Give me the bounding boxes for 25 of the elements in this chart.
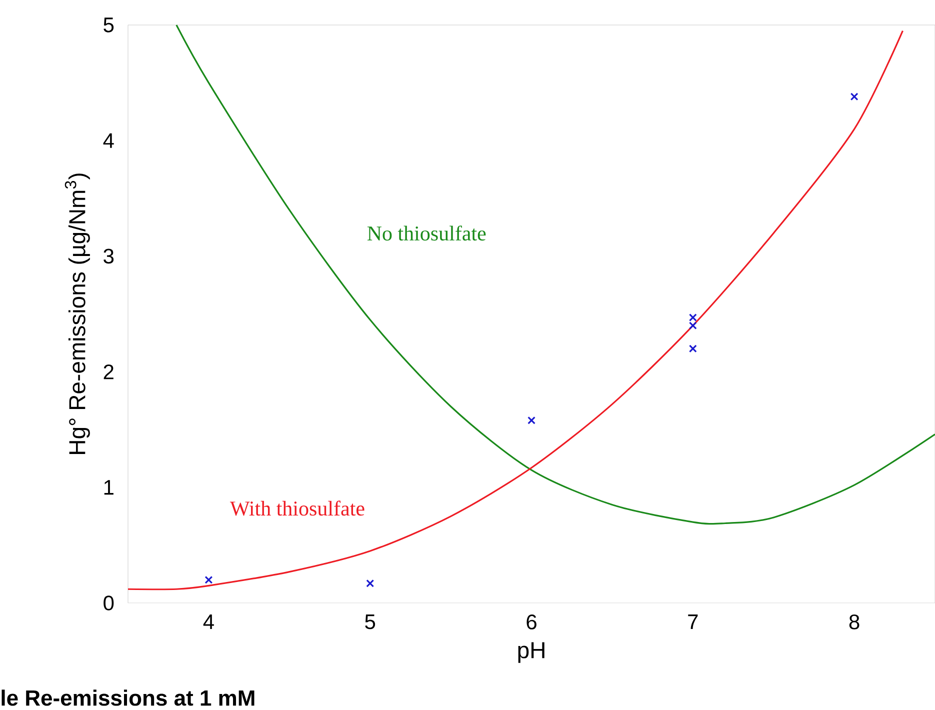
y-tick-label: 4	[103, 133, 114, 148]
point	[204, 576, 213, 584]
x-axis-title: pH	[518, 642, 544, 663]
text: No thiosulfate	[367, 226, 486, 241]
x-tick-label: 7	[688, 614, 698, 629]
point	[366, 579, 374, 588]
point	[688, 344, 697, 353]
line-series	[127, 30, 904, 590]
y-tick-label: 5	[104, 18, 114, 32]
point	[528, 416, 536, 424]
point	[688, 322, 697, 330]
x-tick-label: 5	[365, 614, 376, 630]
y-axis-title: Hg° Re-emissions (µg/Nm$^{3}$)	[64, 174, 90, 454]
x-tick-label: 6	[526, 614, 536, 630]
y-tick-label: 1	[104, 480, 114, 495]
y-tick-label: 0	[104, 596, 114, 610]
point	[688, 313, 697, 322]
line-series	[176, 24, 935, 525]
text: le Re-emissions at 1 mM	[2, 690, 254, 706]
point	[850, 92, 858, 101]
series-label: With thiosulfate	[230, 500, 364, 516]
x-tick-label: 4	[203, 614, 214, 629]
y-tick-label: 3	[104, 248, 114, 264]
x-tick-label: 8	[849, 614, 860, 630]
y-tick-label: 2	[104, 364, 114, 380]
